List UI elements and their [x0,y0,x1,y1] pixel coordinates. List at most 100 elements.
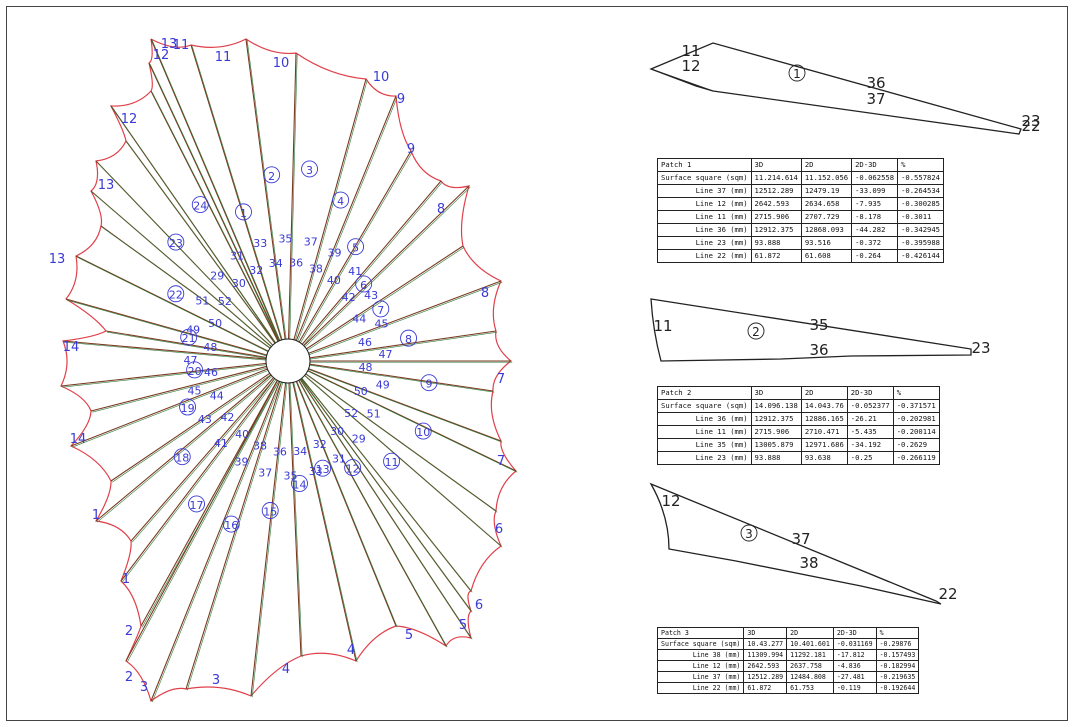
table-cell: 11.214.614 [750,171,802,185]
seam-line [292,78,367,342]
table-cell: -0.192644 [875,682,920,694]
table-cell: 12512.289 [743,671,788,683]
table-cell: 12971.686 [800,438,848,452]
seam-line [95,373,273,522]
panel-number-ring [347,238,365,256]
seam-line [75,255,271,353]
panel-number: 1 [240,207,247,220]
panel-number-ring [167,233,185,251]
outer-edge-label: 13 [161,37,178,52]
table-cell: 12912.375 [750,412,802,426]
panel-number: 18 [175,452,189,465]
seam-line-offset [126,379,280,663]
panel-number-ring [180,328,198,346]
outer-edge-label: 2 [125,624,133,639]
table-row: Surface square (sqm) 10.43.277 10.401.601-… [656,638,920,650]
panel-number: 23 [169,237,183,250]
table-cell: Line 11 (mm) [657,210,752,224]
seam-line [120,376,277,582]
table-cell: 14.096.138 [750,399,802,413]
table-cell: -0.371571 [892,399,940,413]
seam-line-offset [296,97,398,344]
seam-number: 31 [230,250,244,263]
seam-number: 46 [358,336,372,349]
panel-number-ring [261,502,279,519]
seam-line-offset [121,377,278,583]
seam-line-offset [92,366,270,413]
patch-2-circle [747,322,765,340]
seam-line-offset [307,281,503,356]
table-cell: Line 22 (mm) [656,682,745,694]
table-cell: 2710.471 [800,425,848,439]
seam-line [65,298,269,357]
seam-line-offset [308,364,495,393]
table-row: Line 37 (mm) 12512.289 12484.808 -27.481 -0.… [656,671,920,683]
header-cell: % [897,158,945,172]
table-cell: 13005.879 [750,438,802,452]
patch-1-edge [650,68,714,92]
panel-number: 22 [169,289,183,302]
panel-number: 9 [426,378,433,391]
panel-number-ring [167,285,185,303]
outer-edge-label: 14 [63,340,80,355]
seam-line-offset [67,299,271,358]
table-cell: -0.062558 [851,171,899,185]
outer-edge-label: 9 [407,142,415,157]
seam-number: 40 [235,428,249,441]
seam-number: 49 [376,379,390,392]
table-cell: Surface square (sqm) [657,399,752,413]
seam-line [105,330,269,359]
header-cell: 3D [743,627,788,639]
header-cell: 2D-3D [851,158,899,172]
table-cell: Line 23 (mm) [657,236,752,250]
table-cell: 2715.906 [750,425,802,439]
panel-number: 13 [316,463,330,476]
header-cell: Patch 3 [656,627,745,639]
seam-line-offset [126,142,278,347]
table-cell: 93.638 [800,451,848,465]
seam-number: 36 [273,445,287,458]
panel-number-ring [355,275,373,293]
seam-line-offset [151,380,283,703]
table-cell: Line 37 (mm) [657,184,752,198]
patch-1-line-label: 11 [681,42,700,60]
table-cell: 61.872 [750,249,802,263]
table-cell: Line 38 (mm) [656,649,745,661]
seam-line [90,365,269,412]
seam-line-offset [92,191,275,350]
table-cell: Line 36 (mm) [657,412,752,426]
patch-1-number: 1 [793,67,801,81]
panel-number-ring [191,196,209,214]
seam-line-offset [304,375,503,548]
table-row: Surface square (sqm) 14.096.138 14.043.76-… [657,399,940,413]
header-cell: 3D [750,386,802,400]
seam-number: 30 [232,277,246,290]
patch-3-line-label: 12 [661,492,680,510]
seam-number: 50 [208,317,222,330]
table-cell: 12512.289 [750,184,802,198]
patch-2-table: Patch 2 3D 2D 2D-3D% Surface square (sqm) 14.… [657,386,940,465]
seam-line [70,367,270,447]
seam-line [306,280,502,355]
seam-line [60,362,269,387]
seam-line [250,380,287,697]
seam-line-offset [307,368,503,443]
seam-number: 34 [269,257,283,270]
table-cell: -26.21 [846,412,894,426]
seam-line-offset [308,331,498,360]
panel-number: 7 [377,304,384,317]
table-cell: -0.182994 [875,660,920,672]
header-cell: % [875,627,920,639]
patch-2-line-label: 11 [653,317,672,335]
panel-number-ring [222,515,240,533]
header-cell: % [892,386,940,400]
table-cell: -0.2629 [892,438,940,452]
seam-line-offset [186,381,284,691]
seam-number: 45 [188,385,202,398]
table-cell: -0.264534 [897,184,945,198]
seam-number: 44 [210,390,224,403]
header-cell: 2D [800,158,853,172]
table-cell: -0.342945 [897,223,945,237]
panel-number: 21 [182,332,196,345]
seam-number: 33 [253,237,267,250]
